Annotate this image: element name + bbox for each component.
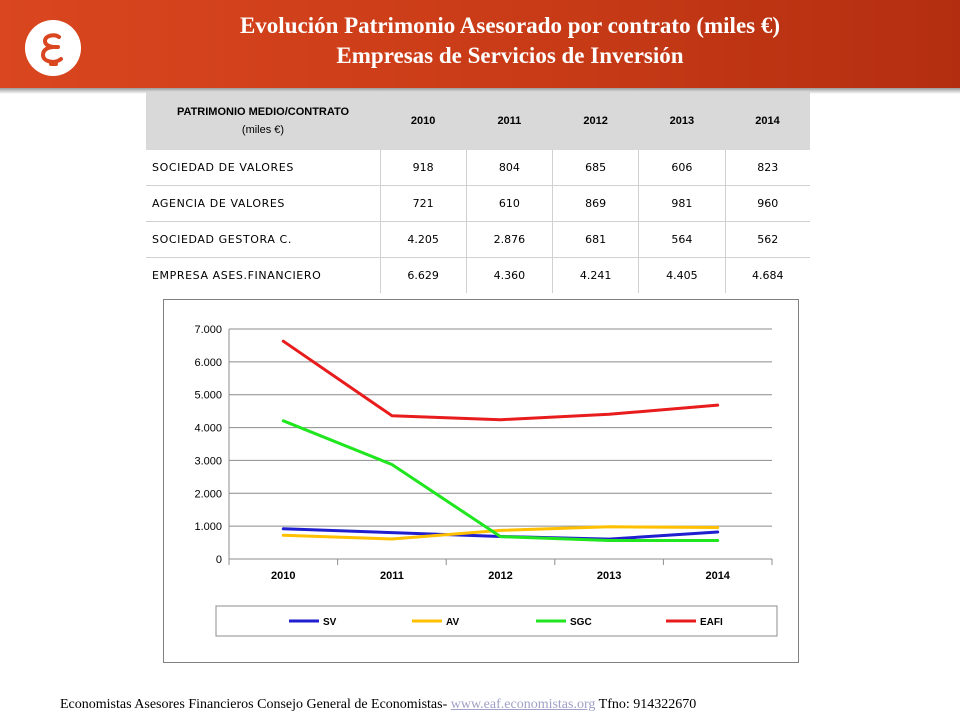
table-cell: 4.405 (638, 257, 725, 293)
x-tick-label: 2012 (488, 570, 512, 582)
table-cell: 681 (551, 221, 639, 258)
table-header-row: PATRIMONIO MEDIO/CONTRATO (miles €) 2010… (146, 92, 810, 150)
table-cell: 6.629 (379, 257, 467, 293)
table-cell: 562 (724, 221, 810, 258)
table-row: AGENCIA DE VALORES 721 610 869 981 960 (146, 185, 810, 222)
year-header: 2011 (466, 92, 553, 150)
patrimonio-table: PATRIMONIO MEDIO/CONTRATO (miles €) 2010… (146, 92, 810, 293)
row-label: SOCIEDAD DE VALORES (152, 161, 294, 174)
header-shadow (0, 88, 960, 94)
table-cell: 4.241 (551, 257, 639, 293)
table-cell: 685 (551, 150, 639, 186)
y-tick-label: 6.000 (194, 357, 222, 369)
series-line-av (281, 525, 720, 541)
table-cell: 4.684 (724, 257, 810, 293)
y-tick-label: 5.000 (194, 390, 222, 402)
table-cell: 918 (379, 150, 467, 186)
row-label: SOCIEDAD GESTORA C. (146, 221, 380, 258)
legend-label: EAFI (700, 617, 723, 628)
header-banner: Evolución Patrimonio Asesorado por contr… (0, 0, 960, 88)
row-label: AGENCIA DE VALORES (146, 185, 380, 222)
y-tick-label: 2.000 (194, 488, 222, 500)
footer-phone: Tfno: 914322670 (595, 697, 697, 712)
year-header: 2010 (380, 92, 467, 150)
logo-e-icon (40, 33, 63, 66)
corner-label-line2: (miles €) (241, 124, 285, 136)
year-header: 2013 (638, 92, 725, 150)
row-label: EMPRESA ASES.FINANCIERO (146, 257, 380, 293)
y-tick-label: 7.000 (194, 324, 222, 336)
legend-label: SGC (570, 617, 592, 628)
line-chart: 0 1.000 2.000 3.000 4.000 5.000 6.000 7.000 2010… (163, 299, 799, 663)
table-cell: 606 (638, 150, 725, 186)
table-cell: 804 (465, 150, 553, 186)
y-tick-label: 3.000 (194, 455, 222, 467)
table-cell: 823 (724, 150, 810, 186)
table-cell: 564 (638, 221, 725, 258)
x-tick-label: 2013 (597, 570, 621, 582)
x-tick-label: 2014 (705, 570, 730, 582)
table-cell: 721 (379, 185, 467, 222)
table-cell: 4.205 (379, 221, 467, 258)
legend-label: AV (446, 617, 459, 628)
footer: Economistas Asesores Financieros Consejo… (60, 697, 940, 713)
table-cell: 4.360 (465, 257, 553, 293)
year-header: 2014 (725, 92, 810, 150)
table-cell: 610 (465, 185, 553, 222)
series-line-eafi (281, 339, 720, 422)
page-title: Evolución Patrimonio Asesorado por contr… (239, 13, 781, 38)
table-row: EMPRESA ASES.FINANCIERO 6.629 4.360 4.24… (146, 257, 810, 293)
table-cell: 869 (551, 185, 639, 222)
x-tick-label: 2011 (380, 570, 404, 582)
table-cell: 960 (724, 185, 810, 222)
chart-svg: 0 1.000 2.000 3.000 4.000 5.000 6.000 7.000 2010… (194, 324, 778, 637)
y-tick-label: 4.000 (194, 423, 222, 435)
year-header: 2012 (552, 92, 639, 150)
table-row: SOCIEDAD GESTORA C. 4.205 2.876 681 564 … (146, 221, 810, 258)
y-tick-label: 0 (216, 554, 222, 566)
table-corner-header: PATRIMONIO MEDIO/CONTRATO (miles €) (146, 92, 380, 150)
table-cell: 2.876 (465, 221, 553, 258)
footer-link[interactable]: www.eaf.economistas.org (450, 697, 596, 712)
footer-text: Economistas Asesores Financieros Consejo… (60, 697, 451, 712)
y-tick-label: 1.000 (194, 521, 222, 533)
series-line-sgc (281, 419, 720, 542)
corner-label-line1: PATRIMONIO MEDIO/CONTRATO (176, 106, 350, 118)
table-cell: 981 (638, 185, 725, 222)
x-tick-label: 2010 (271, 570, 295, 582)
table-row: SOCIEDAD DE VALORES 918 804 685 606 823 (146, 150, 810, 186)
economistas-logo (25, 20, 81, 76)
legend-label: SV (323, 617, 337, 628)
page-subtitle: Empresas de Servicios de Inversión (336, 43, 684, 68)
